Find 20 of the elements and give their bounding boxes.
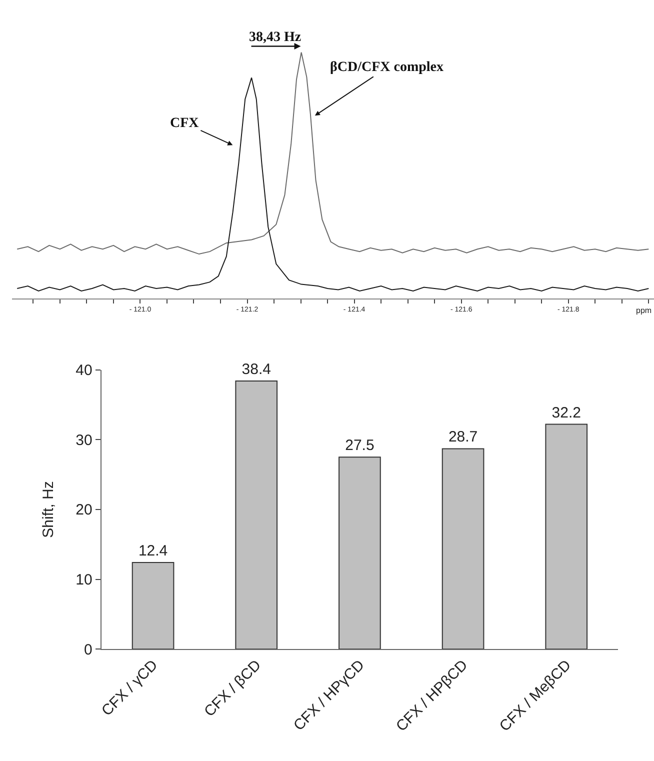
bar: [338, 456, 381, 650]
data-label: 12.4: [138, 542, 168, 560]
bar: [235, 380, 278, 650]
y-tick-label: 40: [76, 362, 92, 380]
y-tick-label: 30: [76, 432, 92, 449]
annotation: CFX: [170, 116, 199, 131]
text: 38,43 Hz: [249, 30, 302, 45]
x-axis-title: ppm: [636, 306, 652, 315]
bar: [442, 448, 484, 650]
y-tick-label: 20: [76, 502, 92, 519]
annotation: βCD/CFX complex: [330, 60, 444, 75]
data-label: 32.2: [552, 404, 581, 422]
data-label: 27.5: [345, 437, 374, 454]
data-label: 38.4: [242, 361, 271, 378]
bar: [545, 424, 588, 650]
y-tick-label: 0: [84, 641, 92, 658]
y-axis-title: Shift, Hz: [40, 481, 57, 538]
bar: [132, 562, 174, 650]
y-tick-label: 10: [76, 572, 92, 589]
data-label: 28.7: [448, 428, 478, 446]
